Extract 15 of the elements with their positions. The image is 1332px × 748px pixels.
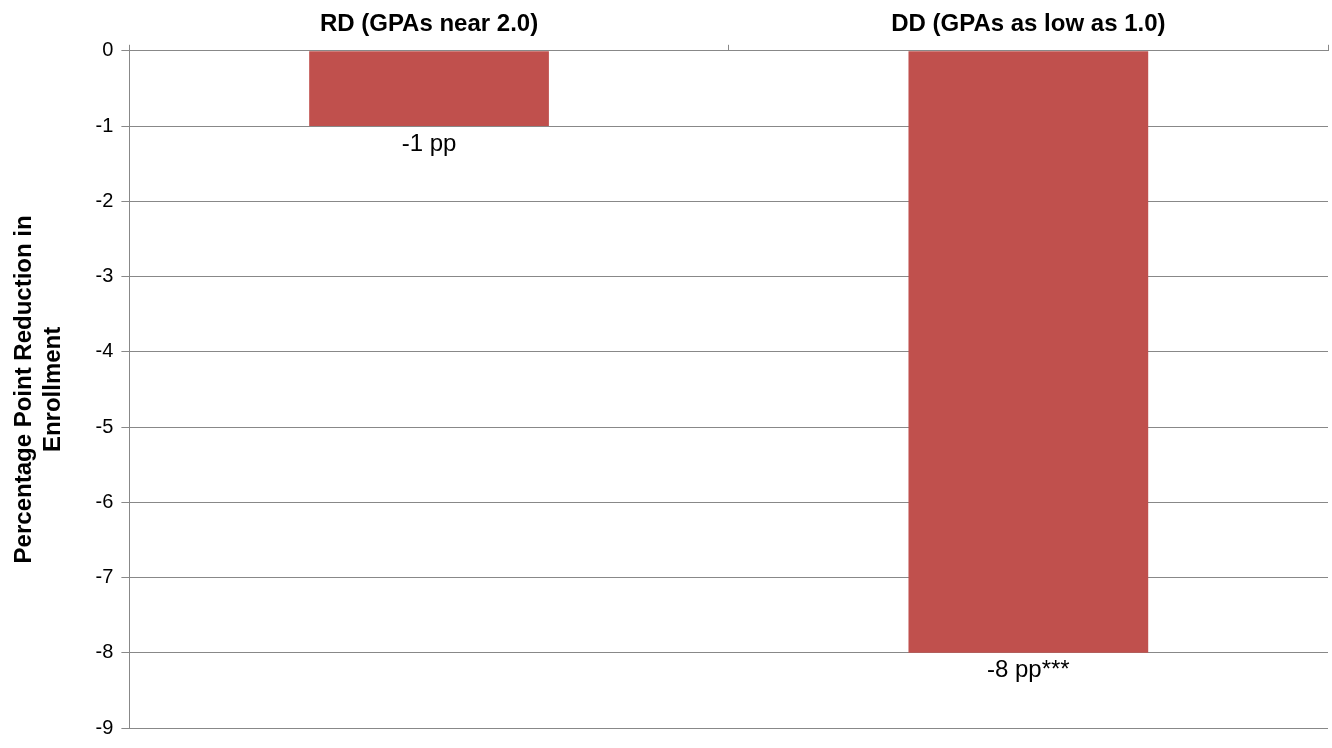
y-tick-label: -8 (95, 640, 114, 663)
y-tick-label: -4 (95, 339, 114, 362)
y-tick-label: -6 (95, 489, 114, 512)
data-label: -8 pp*** (986, 655, 1070, 683)
y-tick-label: -5 (95, 414, 114, 437)
y-tick-label: -7 (95, 565, 114, 588)
y-tick-label: -2 (95, 188, 114, 211)
data-label: -1 pp (401, 128, 457, 156)
x-tick-label: DD (GPAs as low as 1.0) (891, 9, 1166, 37)
y-tick-label: -9 (95, 715, 114, 738)
y-tick-label: -1 (95, 113, 114, 136)
y-axis-title: Percentage Point Reduction in Enrollment (9, 215, 65, 564)
y-tick-label: 0 (102, 38, 114, 61)
x-tick-label: RD (GPAs near 2.0) (319, 9, 539, 37)
y-tick-label: -3 (95, 264, 114, 287)
